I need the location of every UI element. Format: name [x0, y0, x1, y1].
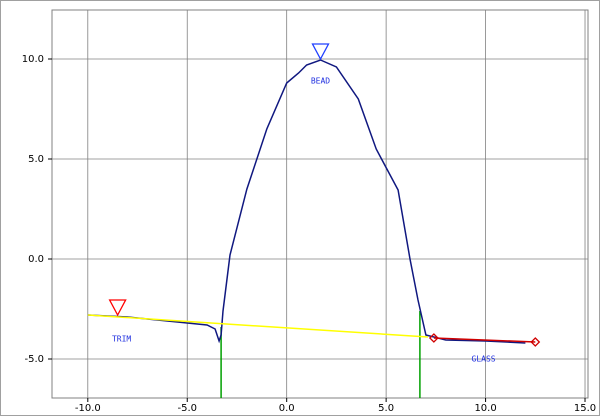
x-tick-label: 5.0	[378, 403, 394, 414]
y-tick-label: 5.0	[28, 154, 44, 165]
y-tick-label: 0.0	[28, 254, 44, 265]
x-tick-label: 15.0	[574, 403, 596, 414]
annotation: BEAD	[311, 77, 330, 86]
x-tick-label: 10.0	[474, 403, 496, 414]
x-tick-label: 0.0	[279, 403, 295, 414]
diamond-marker	[428, 333, 439, 343]
series-line	[433, 337, 536, 343]
triangle-marker	[108, 299, 127, 317]
series-line	[87, 314, 428, 338]
y-tick-label: 10.0	[22, 54, 44, 65]
annotation: GLASS	[472, 355, 496, 364]
y-tick-label: -5.0	[24, 354, 44, 365]
annotation: TRIM	[112, 335, 131, 344]
triangle-marker	[311, 43, 330, 61]
series-line	[220, 311, 421, 398]
x-tick-label: -10.0	[75, 403, 101, 414]
series-line	[87, 59, 526, 344]
diamond-marker	[530, 337, 541, 347]
plot-area	[51, 9, 589, 399]
x-tick-label: -5.0	[177, 403, 197, 414]
